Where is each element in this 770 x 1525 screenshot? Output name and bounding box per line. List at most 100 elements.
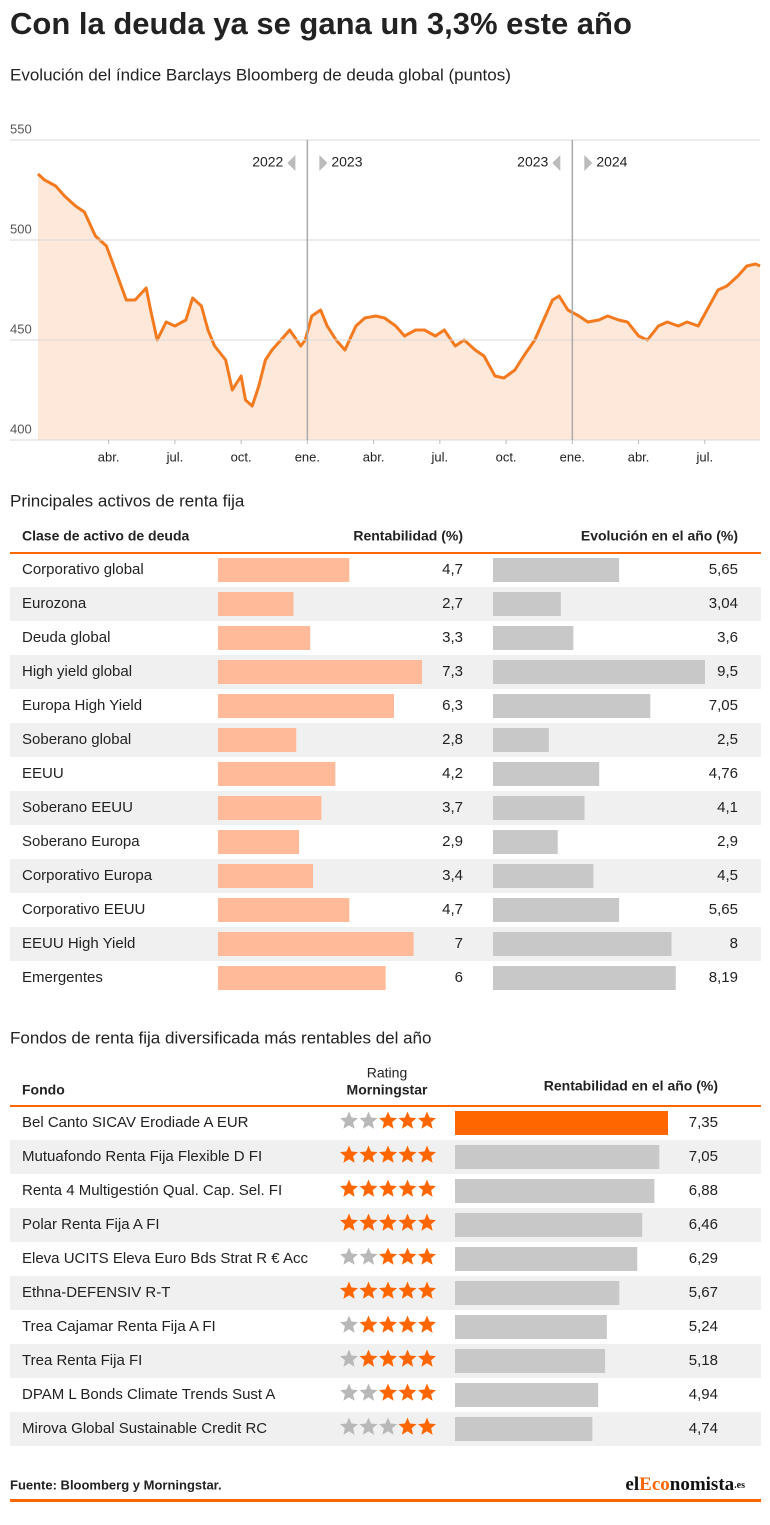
star: [398, 1213, 417, 1231]
value-label: 5,67: [689, 1284, 718, 1301]
y-tick-label: 450: [10, 321, 32, 336]
x-tick-label: oct.: [231, 449, 252, 464]
bar: [493, 830, 558, 854]
star: [379, 1247, 397, 1265]
row-label: Eurozona: [22, 595, 87, 612]
rating: [340, 1383, 436, 1401]
value-label: 3,6: [717, 629, 738, 646]
value-label: 5,65: [709, 561, 738, 578]
table-header: Rentabilidad (%): [353, 528, 463, 544]
row-background: [10, 859, 761, 893]
value-label: 6,46: [689, 1216, 718, 1233]
row-label: Europa High Yield: [22, 697, 142, 714]
value-label: 3,4: [442, 867, 463, 884]
bar: [218, 932, 414, 956]
value-label: 4,74: [689, 1420, 718, 1437]
star: [359, 1111, 378, 1129]
fund-name: Mirova Global Sustainable Credit RC: [22, 1420, 267, 1437]
value-label: 6: [455, 969, 463, 986]
fund-name: Trea Cajamar Renta Fija A FI: [22, 1318, 216, 1335]
logo-part: Eco: [639, 1474, 670, 1495]
bar: [218, 626, 311, 650]
logo-part: el: [625, 1474, 639, 1495]
bar: [218, 592, 294, 616]
arrow-left: [287, 155, 296, 171]
row-label: High yield global: [22, 663, 132, 680]
value-label: 7,05: [709, 697, 738, 714]
row-background: [10, 723, 761, 757]
bottom-rule: [10, 1499, 761, 1502]
value-label: 4,7: [442, 561, 463, 578]
x-tick-label: jul.: [695, 449, 713, 464]
fund-name: Renta 4 Multigestión Qual. Cap. Sel. FI: [22, 1182, 282, 1199]
x-tick-label: oct.: [496, 449, 517, 464]
value-label: 4,5: [717, 867, 738, 884]
line: [36, 172, 761, 408]
value-label: 5,65: [709, 901, 738, 918]
rating: [340, 1417, 436, 1435]
value-label: 7,05: [689, 1148, 718, 1165]
star: [418, 1111, 436, 1129]
row-label: Emergentes: [22, 969, 103, 986]
table-header: Fondo: [22, 1082, 65, 1098]
star: [359, 1417, 378, 1435]
year-before: 2022: [252, 154, 283, 170]
bar: [218, 898, 350, 922]
y-tick-label: 400: [10, 421, 32, 436]
bar: [455, 1247, 638, 1271]
bar: [455, 1179, 655, 1203]
bar: [493, 592, 561, 616]
star: [379, 1281, 397, 1299]
star: [379, 1417, 397, 1435]
value-label: 6,88: [689, 1182, 718, 1199]
star: [359, 1349, 378, 1367]
star: [359, 1281, 378, 1299]
star: [398, 1179, 417, 1197]
star: [398, 1145, 417, 1163]
row-label: Soberano EEUU: [22, 799, 133, 816]
x-tick-label: jul.: [166, 449, 184, 464]
funds-title: Fondos de renta fija diversificada más r…: [10, 1028, 431, 1047]
star: [379, 1383, 397, 1401]
star: [418, 1349, 436, 1367]
value-label: 4,94: [689, 1386, 718, 1403]
star: [340, 1213, 358, 1231]
value-label: 4,1: [717, 799, 738, 816]
value-label: 7,35: [689, 1114, 718, 1131]
row-label: Soberano global: [22, 731, 131, 748]
title: Con la deuda ya se gana un 3,3% este año: [10, 6, 632, 41]
table-header: Rating: [367, 1065, 407, 1081]
bar: [218, 660, 422, 684]
arrow-right: [319, 155, 328, 171]
bar: [493, 660, 705, 684]
row-label: Corporativo global: [22, 561, 144, 578]
row-label: EEUU: [22, 765, 64, 782]
fund-name: Trea Renta Fija FI: [22, 1352, 142, 1369]
star: [340, 1145, 358, 1163]
bar: [218, 864, 314, 888]
star: [379, 1111, 397, 1129]
row-label: EEUU High Yield: [22, 935, 135, 952]
x-tick-label: ene.: [295, 449, 320, 464]
fund-name: Eleva UCITS Eleva Euro Bds Strat R € Acc: [22, 1250, 308, 1267]
value-label: 2,8: [442, 731, 463, 748]
row-background: [10, 791, 761, 825]
bar: [455, 1383, 599, 1407]
year-after: 2024: [596, 154, 627, 170]
table-header: Clase de activo de deuda: [22, 528, 189, 544]
value-label: 9,5: [717, 663, 738, 680]
star: [340, 1179, 358, 1197]
rating: [340, 1349, 436, 1367]
star: [359, 1213, 378, 1231]
star: [340, 1315, 358, 1333]
source: Fuente: Bloomberg y Morningstar.: [10, 1477, 222, 1492]
year-after: 2023: [331, 154, 362, 170]
bar: [218, 694, 395, 718]
star: [340, 1281, 358, 1299]
x-tick-label: abr.: [98, 449, 120, 464]
bar: [493, 966, 676, 990]
bar: [218, 558, 350, 582]
value-label: 7,3: [442, 663, 463, 680]
star: [379, 1349, 397, 1367]
rating: [340, 1145, 436, 1163]
